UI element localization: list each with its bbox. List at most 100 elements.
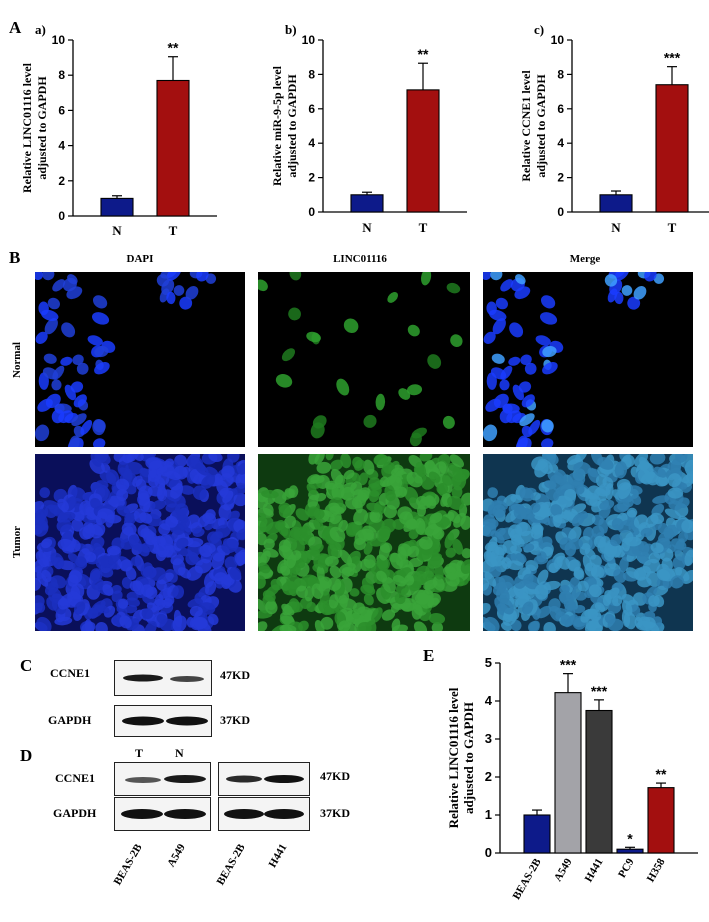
chart-e-bar <box>616 848 644 854</box>
chart-c-bar <box>655 84 689 213</box>
chart-c-ytick-label: 10 <box>551 33 565 47</box>
blot-d-ccne1-strip-right <box>218 762 310 796</box>
chart-a-significance: ** <box>168 40 179 56</box>
panel-label-a: A <box>9 18 22 37</box>
chart-a-ylabel-line: adjusted to GAPDH <box>35 76 49 180</box>
chart-e-bar <box>585 709 613 854</box>
chart-c-ytick-label: 2 <box>557 171 564 185</box>
image-normal-dapi <box>35 272 245 447</box>
chart-e-bar <box>523 814 551 854</box>
blot-c-label-gapdh: GAPDH <box>48 713 92 727</box>
chart-e-category-label: BEAS-2B <box>511 856 544 902</box>
chart-e-bar <box>647 787 675 854</box>
panel-label-d: D <box>20 746 33 765</box>
blot-d-kd-gapdh: 37KD <box>320 806 350 820</box>
chart-b-significance: ** <box>418 46 429 62</box>
blot-c-kd-gapdh: 37KD <box>220 713 250 727</box>
chart-a-ytick-label: 0 <box>58 209 65 223</box>
row-label-tumor: Tumor <box>11 526 23 558</box>
chart-b-bar <box>350 194 384 213</box>
chart-a-sublabel: a) <box>35 22 46 37</box>
bar-chart-e: 0 1 2 3 4 5 Relative LINC01116 level adjusted t… <box>446 655 698 902</box>
chart-c-bar <box>599 194 633 213</box>
blot-c-lane-t: T <box>135 746 144 760</box>
blot-d-gapdh-strip-right <box>218 797 310 831</box>
chart-e-category-label: A549 <box>552 856 575 884</box>
chart-b-ytick-label: 0 <box>308 205 315 219</box>
chart-e-category-label: PC9 <box>616 856 637 880</box>
image-tumor-merge <box>483 454 693 631</box>
chart-e-bar <box>554 692 582 854</box>
column-title-linc01116: LINC01116 <box>333 253 387 265</box>
image-tumor-dapi <box>35 454 245 631</box>
chart-e-ytick-label: 5 <box>485 655 492 670</box>
chart-c-ytick-label: 6 <box>557 102 564 116</box>
chart-c-ytick-label: 4 <box>557 136 564 150</box>
chart-e-ylabel-line: Relative LINC01116 level <box>446 687 461 828</box>
blot-c-lane-n: N <box>175 746 184 760</box>
panel-label-e: E <box>423 646 435 665</box>
blot-d-lane-a549: A549 <box>164 842 188 870</box>
chart-e-ylabel-line: adjusted to GAPDH <box>461 702 476 814</box>
column-title-dapi: DAPI <box>126 253 154 265</box>
chart-a-ytick-label: 4 <box>58 139 65 153</box>
chart-c-ytick-label: 0 <box>557 205 564 219</box>
chart-a-ytick-label: 2 <box>58 174 65 188</box>
blot-c-kd-ccne1: 47KD <box>220 668 250 682</box>
column-title-merge: Merge <box>569 253 601 265</box>
panel-label-b: B <box>9 248 21 267</box>
blot-d-lane-beas2b-2: BEAS-2B <box>214 842 248 888</box>
chart-a-ytick-label: 8 <box>58 68 65 82</box>
chart-b-ytick-label: 8 <box>308 67 315 81</box>
chart-b-category-label: T <box>419 220 428 235</box>
blot-d-gapdh-strip-left <box>114 797 211 831</box>
chart-c-category-label: T <box>668 220 677 235</box>
bar-chart-c: c) 0 2 4 6 8 10 Relative CCNE1 level adjusted to… <box>519 22 709 235</box>
chart-e-ytick-label: 4 <box>485 693 493 708</box>
chart-a-ytick-label: 10 <box>52 33 66 47</box>
chart-e-significance: * <box>627 830 633 846</box>
chart-a-category-label: N <box>112 223 122 238</box>
blot-c-gapdh-strip <box>114 705 212 737</box>
chart-a-bar <box>100 197 134 217</box>
blot-c-label-ccne1: CCNE1 <box>50 666 91 680</box>
chart-b-ytick-label: 2 <box>308 171 315 185</box>
chart-c-ylabel-line: Relative CCNE1 level <box>519 70 533 182</box>
chart-b-ylabel-line: adjusted to GAPDH <box>285 74 299 178</box>
chart-e-significance: *** <box>560 657 577 673</box>
chart-c-sublabel: c) <box>534 22 544 37</box>
bar-chart-a: a) 0 2 4 6 8 10 Relative LINC01116 level adjuste… <box>20 22 217 238</box>
blot-d-label-gapdh: GAPDH <box>53 806 97 820</box>
chart-e-category-label: H358 <box>645 856 668 884</box>
blot-d-ccne1-strip-left <box>114 762 211 796</box>
chart-a-ytick-label: 6 <box>58 103 65 117</box>
chart-a-ylabel-line: Relative LINC01116 level <box>20 62 34 193</box>
chart-c-category-label: N <box>611 220 621 235</box>
chart-c-significance: *** <box>664 50 681 66</box>
chart-e-ytick-label: 3 <box>485 731 492 746</box>
blot-c-ccne1-strip <box>114 660 212 696</box>
image-tumor-linc01116 <box>258 454 470 631</box>
chart-e-ytick-label: 1 <box>485 807 492 822</box>
chart-a-category-label: T <box>169 223 178 238</box>
chart-b-bar <box>406 89 440 213</box>
chart-c-ytick-label: 8 <box>557 67 564 81</box>
blot-d-kd-ccne1: 47KD <box>320 769 350 783</box>
chart-e-category-label: H441 <box>583 857 606 885</box>
row-label-normal: Normal <box>11 341 23 379</box>
chart-b-ytick-label: 4 <box>308 136 315 150</box>
image-normal-merge <box>483 272 693 447</box>
chart-e-significance: ** <box>656 766 667 782</box>
chart-c-ylabel-line: adjusted to GAPDH <box>534 74 548 178</box>
chart-b-category-label: N <box>362 220 372 235</box>
chart-b-ylabel-line: Relative miR-9-5p level <box>270 65 284 186</box>
chart-b-ytick-label: 10 <box>302 33 316 47</box>
blot-d-lane-beas2b-1: BEAS-2B <box>111 842 145 888</box>
chart-b-sublabel: b) <box>285 22 297 37</box>
bar-chart-b: b) 0 2 4 6 8 10 Relative miR-9-5p level adjusted… <box>270 22 467 235</box>
chart-e-ytick-label: 0 <box>485 845 492 860</box>
blot-d-lane-h441: H441 <box>266 842 290 870</box>
chart-a-bar <box>156 79 190 217</box>
blot-d-label-ccne1: CCNE1 <box>55 771 96 785</box>
image-normal-linc01116 <box>258 272 470 447</box>
